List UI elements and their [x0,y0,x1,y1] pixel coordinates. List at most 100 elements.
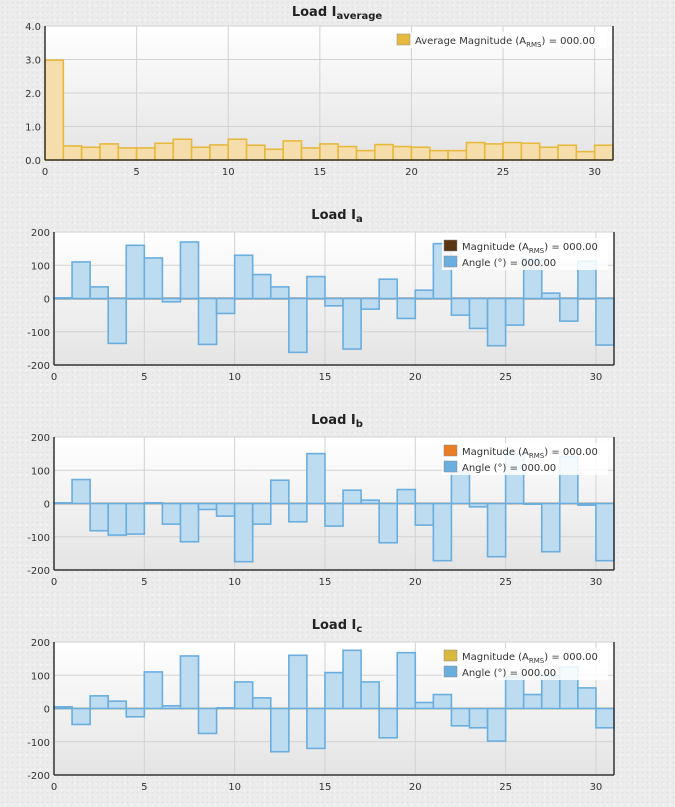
bar-ia-9 [215,297,236,315]
bar-ib-16 [342,489,362,505]
bar-ib-0 [53,502,73,505]
bar-avg-13 [282,140,303,161]
bar-ia-14 [306,275,326,300]
legend-swatch [443,444,458,457]
y-tick-label: -100 [27,328,50,339]
bar-avg-10 [227,138,248,161]
bar-avg-25 [502,141,523,161]
x-tick-label: 0 [51,782,57,793]
bar-avg-8 [190,146,211,161]
x-tick-label: 5 [133,167,139,178]
bar-ic-18 [378,707,399,739]
y-tick-label: 0.0 [25,156,41,167]
legend-ia: Magnitude (ARMS) = 000.00 Angle (°) = 000… [442,238,608,270]
bar-ic-21 [432,693,453,710]
legend-label: Angle (°) = 000.00 [462,668,556,679]
bar-ic-3 [107,700,128,710]
x-tick-label: 15 [319,372,332,383]
legend-box [442,443,608,475]
x-tick-label: 30 [588,167,601,178]
bar-avg-28 [557,144,578,161]
y-tick-label: 100 [31,671,50,682]
bar-ia-8 [197,297,218,346]
bar-avg-11 [245,144,266,161]
y-tick-label: 3.0 [25,56,41,67]
bar-ic-6 [161,705,182,710]
bar-ia-20 [414,289,435,300]
bar-ib-8 [197,502,218,511]
bar-avg-9 [209,144,230,161]
x-tick-label: 25 [499,577,512,588]
y-tick-label: 4.0 [25,22,41,33]
bar-avg-16 [337,145,358,161]
bar-ic-11 [251,697,272,710]
legend-label: Angle (°) = 000.00 [462,463,556,474]
bar-ia-27 [540,292,561,300]
bar-ia-5 [143,257,164,300]
chart-title-avg: Load Iaverage [292,5,383,22]
x-tick-label: 10 [222,167,235,178]
bar-ib-21 [432,502,453,562]
chart-title-main: Load I [292,5,337,20]
chart-ib: Load Ib -200 -100 0 100 200 0 5 10 15 20 25 30 Magnit… [27,413,615,588]
y-tick-label: -100 [27,738,50,749]
bar-ib-5 [143,502,164,505]
bar-ia-12 [269,286,290,300]
bar-ic-16 [342,649,362,710]
bar-ic-5 [143,671,164,710]
legend-avg: Average Magnitude (ARMS) = 000.00 [395,32,607,49]
legend-swatch [443,665,458,678]
chart-title-ia: Load Ia [311,208,362,225]
legend-ib: Magnitude (ARMS) = 000.00 Angle (°) = 000… [442,443,608,475]
bar-ib-4 [125,502,146,535]
bar-ia-1 [71,261,91,300]
bar-ic-12 [269,707,290,753]
y-tick-label: 0 [44,500,50,511]
legend-swatch [443,649,458,662]
bar-ia-23 [468,297,489,330]
bar-ib-18 [378,502,399,544]
bar-ia-16 [342,297,362,350]
chart-avg: Load Iaverage 0.0 1.0 2.0 3.0 4.0 0 5 10 15 20 25 30… [25,5,614,178]
legend-label: Angle (°) = 000.00 [462,258,556,269]
bar-ib-30 [595,502,615,562]
legend-swatch [443,255,458,268]
bar-ic-26 [522,693,543,710]
bar-ic-9 [215,707,236,710]
y-tick-label: 200 [31,228,50,239]
chart-title-sub: a [356,214,363,225]
bar-ic-1 [71,707,91,726]
bar-ic-8 [197,707,218,735]
x-tick-label: 25 [499,372,512,383]
bar-ib-2 [89,502,109,532]
x-tick-label: 15 [319,782,332,793]
legend-box [395,32,607,48]
y-tick-label: -200 [27,361,50,372]
legend-label: Magnitude (ARMS) = 000.00 [462,652,598,665]
bar-ic-24 [486,707,507,742]
x-tick-label: 30 [590,372,603,383]
x-tick-label: 10 [228,577,241,588]
chart-title-ib: Load Ib [311,413,363,430]
chart-title-main: Load I [312,618,357,633]
legend-box [442,238,608,270]
bar-avg-18 [374,143,394,161]
x-tick-label: 20 [409,577,422,588]
bar-ib-26 [522,502,543,505]
bar-avg-12 [264,148,284,161]
y-tick-label: 0 [44,705,50,716]
chart-title-sub: average [336,11,382,22]
x-tick-label: 25 [497,167,510,178]
bar-avg-3 [99,143,120,161]
x-tick-label: 5 [141,577,147,588]
bar-ic-17 [360,681,380,710]
bar-avg-14 [300,147,321,161]
bar-ic-13 [288,654,308,710]
bar-avg-29 [575,150,596,161]
x-tick-label: 0 [42,167,48,178]
bar-avg-5 [135,147,156,161]
chart-title-ic: Load Ic [312,618,363,635]
bar-ia-2 [89,286,109,300]
bar-avg-19 [392,145,413,161]
